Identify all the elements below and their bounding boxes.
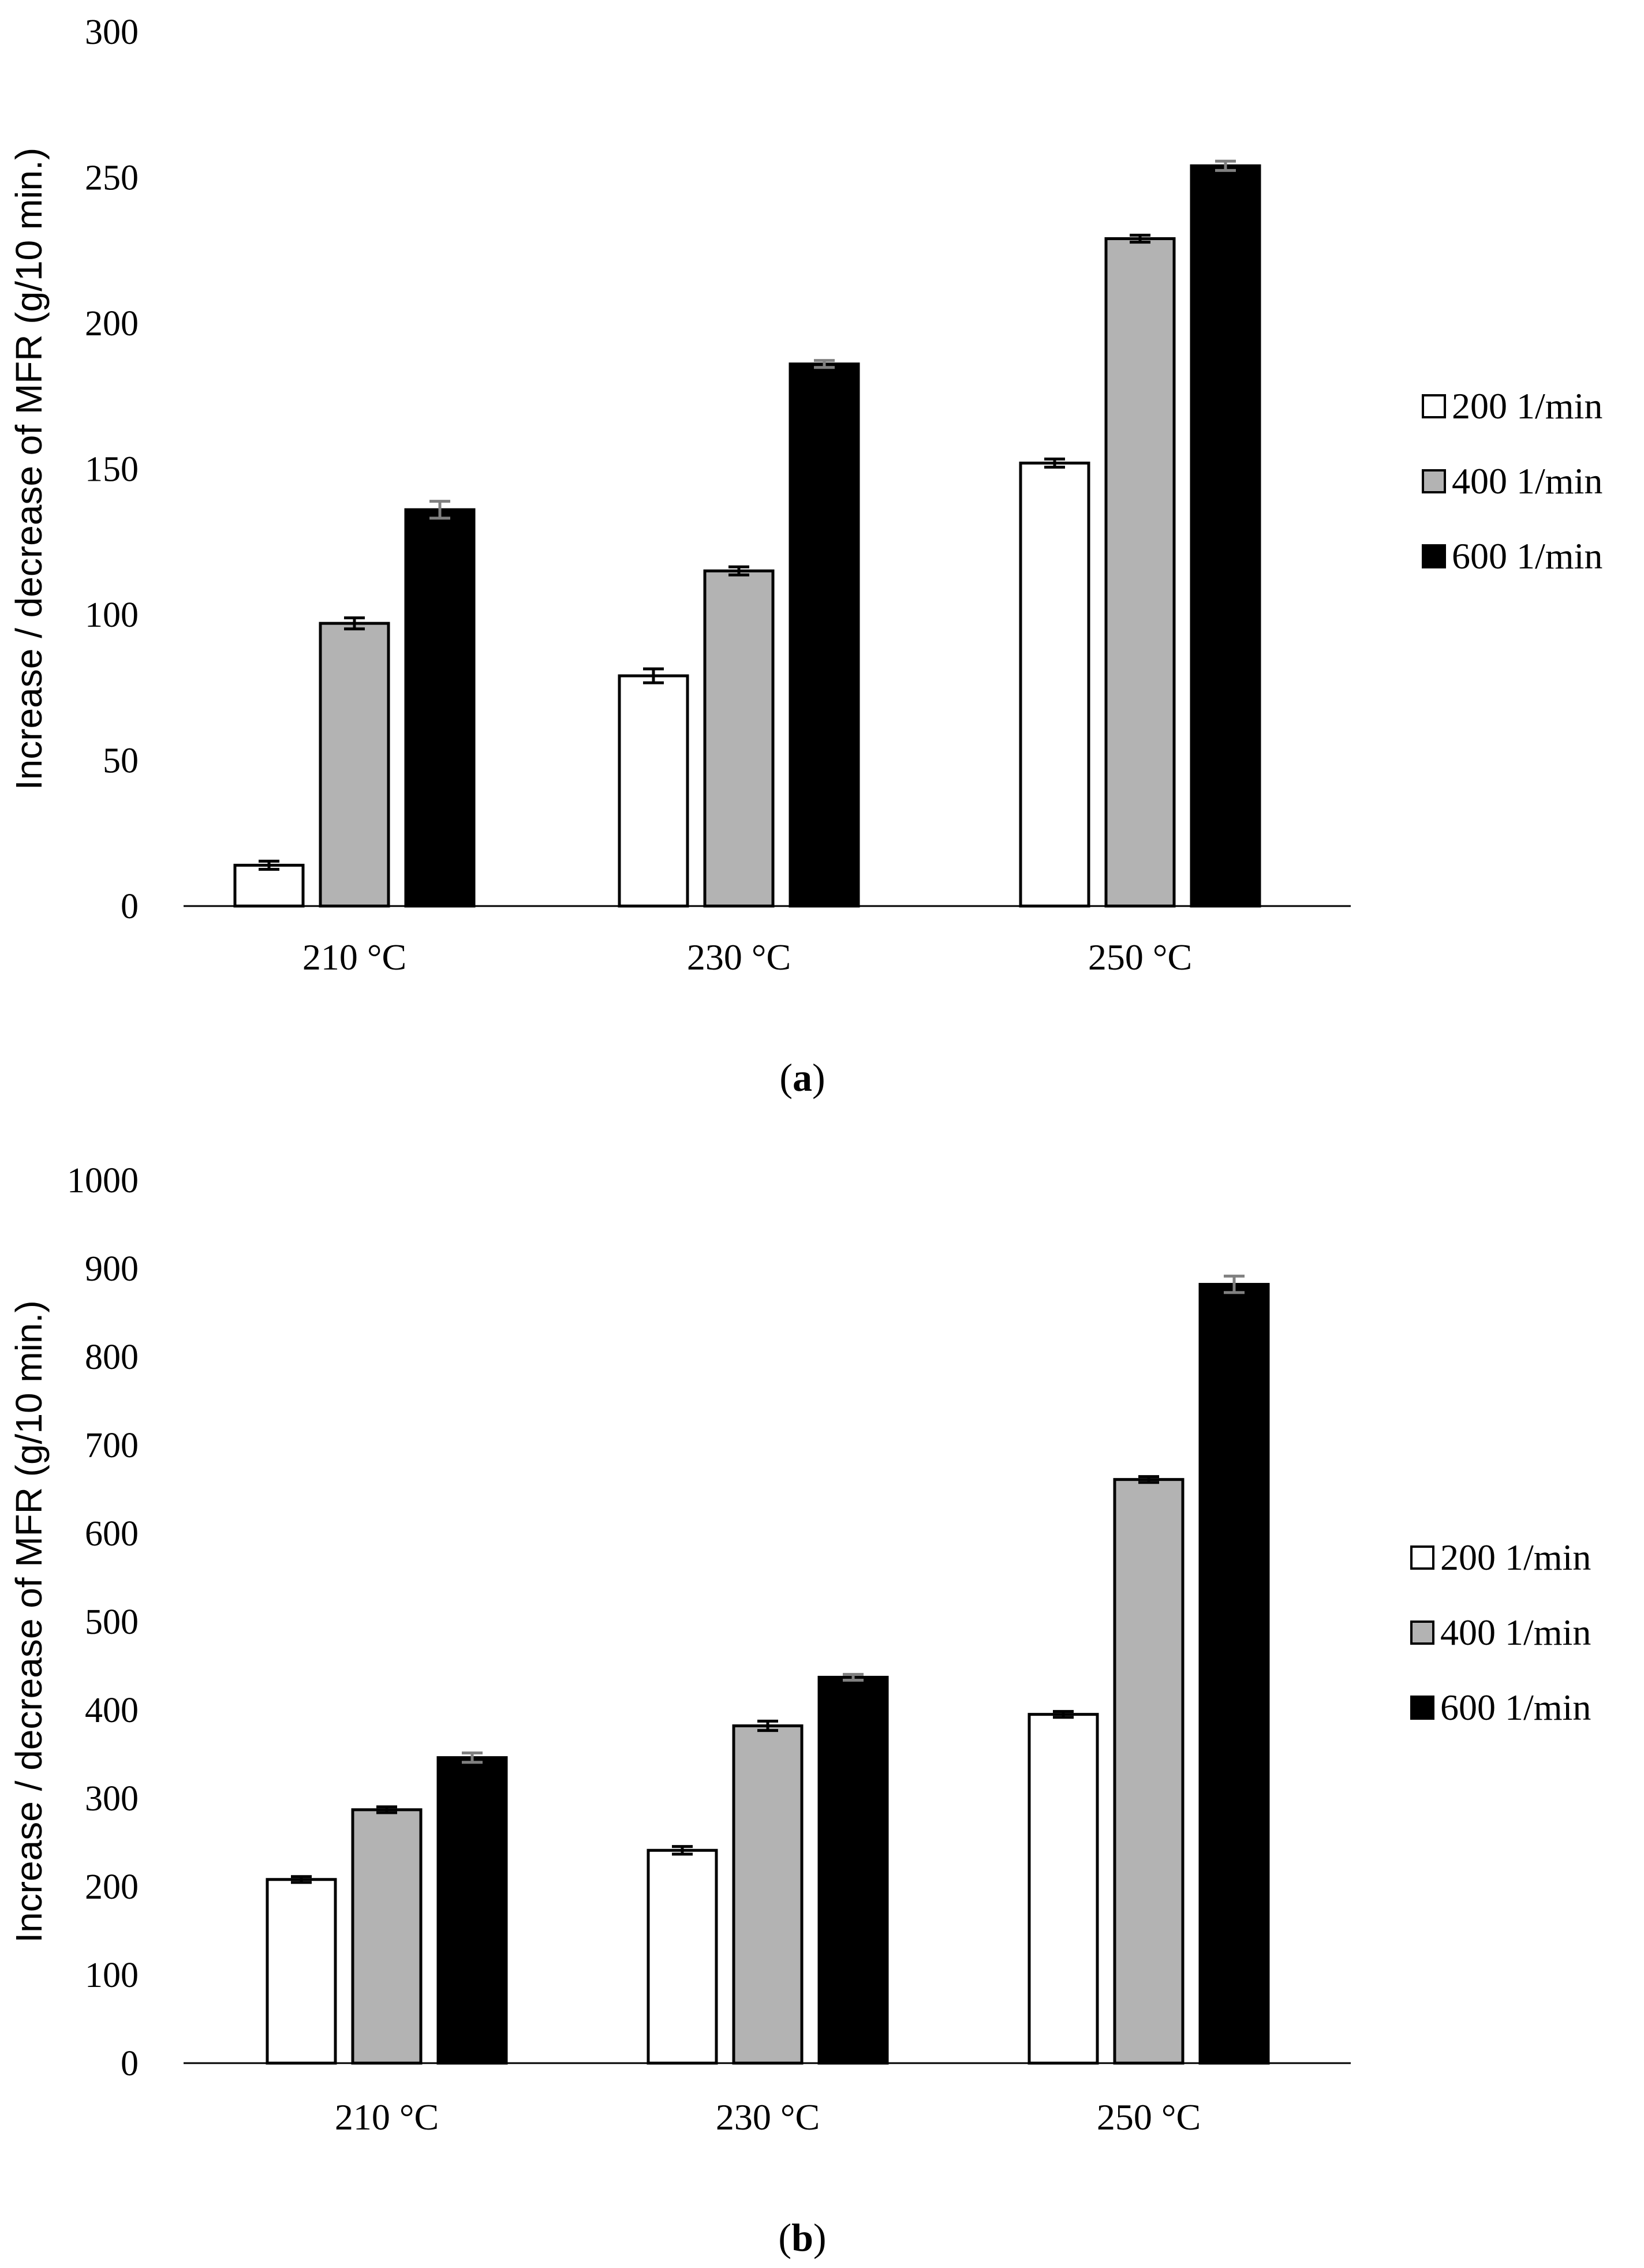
chart-a-y-tick-0: 0	[121, 887, 139, 926]
chart-a-caption-letter: a	[793, 1056, 812, 1099]
chart-b-y-tick-300: 300	[85, 1779, 139, 1818]
chart-a-y-axis-label: Increase / decrease of MFR (g/10 min.)	[8, 148, 50, 790]
chart-a-caption: (a)	[779, 1056, 825, 1099]
chart-b-bars	[266, 1274, 1270, 2065]
chart-b-x-ticks: 210 °C 230 °C 250 °C	[335, 2097, 1201, 2138]
chart-a-error-bar	[259, 859, 279, 871]
chart-b-y-axis-label: Increase / decrease of MFR (g/10 min.)	[8, 1300, 50, 1943]
chart-a-legend-item: 400 1/min	[1422, 461, 1602, 501]
chart-a-x-tick: 230 °C	[687, 937, 791, 978]
chart-b-x-tick: 210 °C	[335, 2097, 439, 2138]
chart-a-x-tick: 250 °C	[1088, 937, 1192, 978]
chart-b-y-tick-500: 500	[85, 1603, 139, 1642]
chart-b-legend-item: 200 1/min	[1410, 1537, 1591, 1578]
chart-b-x-tick: 250 °C	[1097, 2097, 1201, 2138]
chart-a-y-tick-250: 250	[85, 159, 139, 198]
chart-b-y-tick-800: 800	[85, 1338, 139, 1377]
chart-b-legend-label: 600 1/min	[1440, 1687, 1591, 1728]
chart-a-bar-200-1-min-210c	[233, 863, 305, 908]
chart-a-y-tick-100: 100	[85, 596, 139, 635]
chart-b-bar-200-1-min-230c	[647, 1848, 718, 2065]
chart-a-legend-swatch	[1422, 394, 1446, 418]
chart-a-error-bar	[1130, 234, 1150, 244]
chart-b-error-bar	[1138, 1475, 1159, 1484]
chart-a-bar-200-1-min-230c	[618, 674, 689, 908]
chart-a-bar-600-1-min-250c	[1190, 164, 1261, 908]
chart-a-legend-label: 200 1/min	[1452, 386, 1602, 426]
chart-a-x-tick: 210 °C	[302, 937, 406, 978]
chart-a-error-bar	[728, 565, 749, 577]
chart-b-bar-600-1-min-230c	[817, 1675, 889, 2065]
chart-b-legend-label: 200 1/min	[1440, 1537, 1591, 1578]
chart-a-x-ticks: 210 °C 230 °C 250 °C	[302, 937, 1192, 978]
chart-b-legend-label: 400 1/min	[1440, 1612, 1591, 1653]
chart-b-bar-600-1-min-210c	[436, 1756, 508, 2065]
chart-b-error-bar	[376, 1805, 397, 1814]
chart-b-y-tick-700: 700	[85, 1426, 139, 1465]
chart-b-y-tick-400: 400	[85, 1691, 139, 1730]
chart-b-bar-200-1-min-210c	[266, 1878, 337, 2065]
chart-a-bar-600-1-min-230c	[789, 362, 860, 908]
chart-a-legend-swatch	[1422, 544, 1446, 568]
chart-a-legend-label: 600 1/min	[1452, 536, 1602, 577]
chart-a-bars	[233, 159, 1261, 908]
chart-a-bar-600-1-min-210c	[404, 508, 476, 908]
chart-b-bar-200-1-min-250c	[1028, 1713, 1099, 2065]
chart-a-error-bar	[429, 500, 450, 520]
chart-b-legend-swatch	[1410, 1620, 1434, 1645]
chart-a-y-tick-300: 300	[85, 13, 139, 52]
chart-b-y-tick-0: 0	[121, 2044, 139, 2083]
chart-a: 0 50 100 150 200 250 300 210 °C 230 °C 250 °C In…	[8, 13, 1602, 1099]
chart-b-legend: 200 1/min 400 1/min 600 1/min	[1410, 1537, 1591, 1728]
chart-b-y-ticks: 0 100 200 300 400 500 600 700 800 900 1000	[67, 1161, 139, 2083]
chart-a-error-bar	[643, 667, 664, 684]
chart-a-bar-200-1-min-250c	[1019, 461, 1090, 908]
chart-a-error-bar	[1215, 159, 1236, 172]
chart-b-bar-400-1-min-210c	[351, 1808, 423, 2065]
chart-a-error-bar	[344, 616, 365, 631]
chart-a-error-bar	[814, 359, 835, 369]
chart-b-legend-item: 600 1/min	[1410, 1687, 1591, 1728]
chart-a-legend-item: 200 1/min	[1422, 386, 1602, 426]
chart-b-error-bar	[757, 1719, 778, 1732]
chart-a-y-tick-200: 200	[85, 304, 139, 343]
chart-a-legend-swatch	[1422, 469, 1446, 493]
chart-b-y-tick-600: 600	[85, 1514, 139, 1554]
chart-b-error-bar	[843, 1672, 864, 1682]
chart-b-caption: (b)	[778, 2215, 826, 2259]
chart-b-x-tick: 230 °C	[716, 2097, 820, 2138]
chart-b-legend-swatch	[1410, 1545, 1434, 1570]
chart-a-y-tick-150: 150	[85, 450, 139, 489]
chart-a-y-ticks: 0 50 100 150 200 250 300	[85, 13, 139, 926]
chart-b-error-bar	[1053, 1710, 1074, 1719]
chart-b-y-tick-1000: 1000	[67, 1161, 139, 1200]
chart-b-legend-item: 400 1/min	[1410, 1612, 1591, 1653]
chart-b-y-tick-200: 200	[85, 1867, 139, 1907]
chart-b-error-bar	[291, 1875, 312, 1884]
chart-a-legend-label: 400 1/min	[1452, 461, 1602, 501]
chart-a-legend-item: 600 1/min	[1422, 536, 1602, 577]
chart-a-bar-400-1-min-230c	[703, 569, 775, 908]
chart-b-bar-400-1-min-250c	[1113, 1478, 1185, 2065]
chart-b-error-bar	[672, 1845, 693, 1856]
chart-a-bar-400-1-min-210c	[319, 622, 390, 908]
chart-b-legend-swatch	[1410, 1696, 1434, 1720]
chart-b-y-tick-900: 900	[85, 1249, 139, 1289]
chart-b-error-bar	[1224, 1274, 1245, 1294]
chart-b-error-bar	[462, 1751, 483, 1764]
chart-a-y-tick-50: 50	[103, 742, 139, 781]
chart-a-legend: 200 1/min 400 1/min 600 1/min	[1422, 386, 1602, 577]
chart-a-bar-400-1-min-250c	[1104, 237, 1176, 908]
chart-b-bar-600-1-min-250c	[1198, 1283, 1270, 2065]
chart-b-y-tick-100: 100	[85, 1956, 139, 1995]
chart-b-caption-letter: b	[791, 2215, 813, 2259]
chart-b-bar-400-1-min-230c	[732, 1724, 804, 2065]
chart-a-error-bar	[1044, 457, 1065, 469]
